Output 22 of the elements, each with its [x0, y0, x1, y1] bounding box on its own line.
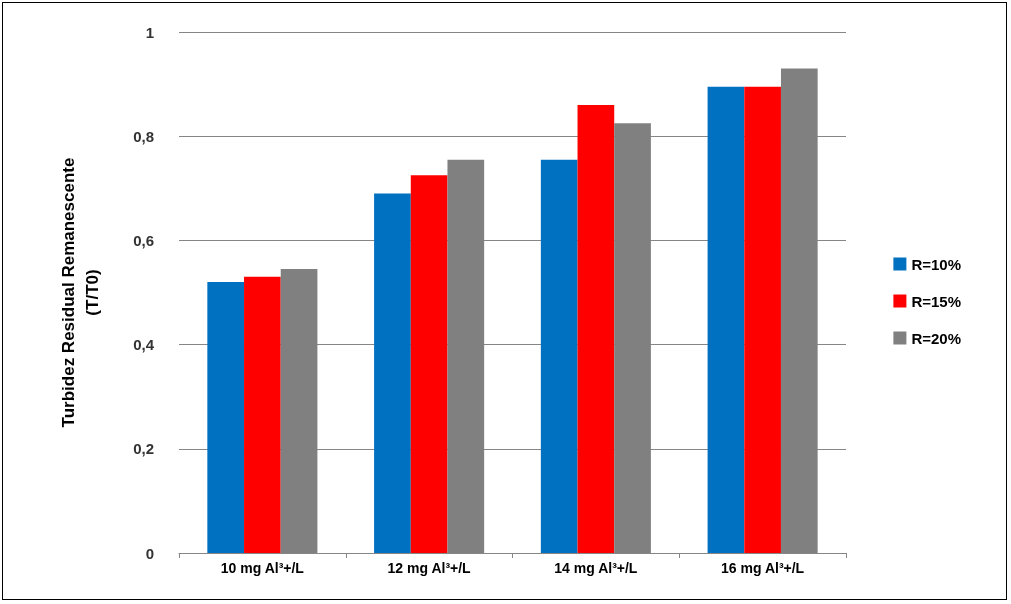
legend-label: R=15%	[911, 292, 962, 310]
bar	[540, 159, 578, 553]
legend-label: R=20%	[911, 329, 962, 347]
y-tick-label: 0,6	[133, 231, 154, 249]
y-tick-label: 0,8	[133, 127, 154, 145]
y-tick-label: 1	[145, 23, 154, 41]
bar	[244, 276, 281, 553]
x-tick-label: 12 mg Al³+/L	[387, 560, 472, 576]
bar	[207, 282, 245, 553]
legend-label: R=10%	[911, 255, 962, 273]
y-tick-label: 0,4	[133, 336, 155, 354]
x-tick-label: 10 mg Al³+/L	[220, 560, 305, 576]
bar	[577, 104, 615, 553]
bar	[707, 86, 745, 553]
bar	[410, 175, 448, 553]
bar	[374, 193, 411, 553]
y-axis-title: Turbidez Residual Remanescente (T/T0)	[58, 157, 102, 428]
x-tick-label: 16 mg Al³+/L	[721, 560, 805, 576]
y-tick-label: 0,2	[133, 440, 154, 458]
x-tick-label: 14 mg Al³+/L	[554, 560, 638, 576]
y-tick-label: 0	[145, 544, 154, 562]
bar	[744, 86, 781, 553]
